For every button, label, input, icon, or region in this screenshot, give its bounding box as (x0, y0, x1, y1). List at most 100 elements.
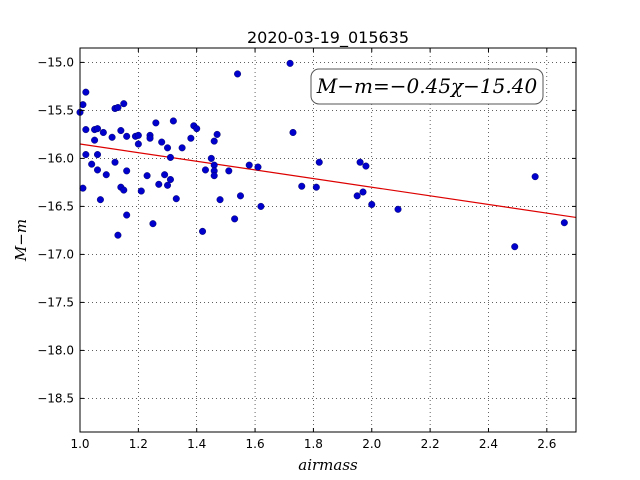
data-point (231, 215, 239, 223)
data-point (120, 186, 128, 194)
fit-annotation-box (310, 68, 544, 105)
x-tick-label: 2.6 (537, 437, 556, 451)
data-point (207, 154, 215, 162)
data-point (511, 243, 519, 251)
data-point (120, 100, 128, 108)
y-tick-label: −16.0 (37, 151, 74, 165)
data-point (178, 144, 186, 152)
data-point (394, 205, 402, 213)
y-tick-label: −15.0 (37, 55, 74, 69)
data-point (201, 166, 209, 174)
data-point (164, 144, 172, 152)
data-point (102, 171, 110, 179)
data-point (199, 227, 207, 235)
fit-line-layer (79, 143, 577, 219)
y-tick-label: −16.5 (37, 199, 74, 213)
data-point (368, 200, 376, 208)
fit-line (79, 143, 577, 219)
data-points (76, 59, 568, 251)
data-point (286, 59, 294, 67)
chart-title: 2020-03-19_015635 (247, 28, 409, 48)
x-tick-label: 1.2 (129, 437, 148, 451)
data-point (96, 196, 104, 204)
data-point (362, 162, 370, 170)
axis-ticks: 1.0 1.2 1.4 1.6 1.8 2.0 2.2 2.4 2.6 −15.0 −15.5 −16… (37, 48, 576, 451)
x-tick-label: 1.6 (246, 437, 265, 451)
data-point (353, 192, 361, 200)
data-point (94, 166, 102, 174)
data-point (123, 211, 131, 219)
data-point (166, 153, 174, 161)
data-point (82, 88, 90, 96)
data-point (111, 158, 119, 166)
data-point (114, 104, 122, 112)
y-tick-label: −18.5 (37, 391, 74, 405)
data-point (155, 180, 163, 188)
data-point (257, 202, 265, 210)
data-point (88, 160, 96, 168)
data-point (134, 140, 142, 148)
data-point (123, 167, 131, 175)
data-point (114, 231, 122, 239)
y-tick-label: −15.5 (37, 103, 74, 117)
data-point (143, 172, 151, 180)
data-point (531, 173, 539, 181)
data-point (225, 167, 233, 175)
data-point (123, 132, 131, 140)
x-tick-label: 2.2 (421, 437, 440, 451)
data-point (216, 196, 224, 204)
y-tick-label: −17.0 (37, 247, 74, 261)
data-point (82, 126, 90, 134)
data-point (187, 134, 195, 142)
data-point (172, 195, 180, 203)
data-point (193, 125, 201, 133)
fit-annotation: M−m=−0.45χ−15.40 (310, 68, 544, 105)
x-axis-label: airmass (298, 456, 358, 474)
data-point (99, 128, 107, 136)
data-point (137, 187, 145, 195)
data-point (245, 161, 253, 169)
data-point (169, 117, 177, 125)
data-point (560, 219, 568, 227)
x-tick-label: 1.4 (187, 437, 206, 451)
y-tick-label: −18.0 (37, 343, 74, 357)
x-tick-label: 1.8 (304, 437, 323, 451)
data-point (79, 184, 87, 192)
data-point (158, 138, 166, 146)
data-point (91, 136, 99, 144)
data-point (298, 182, 306, 190)
x-tick-label: 2.4 (479, 437, 498, 451)
data-point (236, 192, 244, 200)
data-point (117, 127, 125, 135)
data-point (315, 158, 323, 166)
data-point (108, 133, 116, 141)
data-point (210, 172, 218, 180)
data-point (234, 70, 242, 78)
data-point (134, 131, 142, 139)
data-point (94, 125, 102, 133)
y-axis-label: M−m (12, 219, 30, 262)
fit-annotation-text: M−m=−0.45χ−15.40 (316, 74, 538, 98)
data-point (312, 183, 320, 191)
data-point (82, 151, 90, 159)
data-point (161, 171, 169, 179)
data-point (210, 137, 218, 145)
data-point (152, 119, 160, 127)
data-point (146, 134, 154, 142)
data-point (94, 151, 102, 159)
data-point (356, 158, 364, 166)
plot-frame (79, 47, 577, 433)
data-point (164, 181, 172, 189)
data-point (166, 176, 174, 184)
grid (79, 48, 576, 432)
data-point (213, 130, 221, 138)
data-point (79, 101, 87, 109)
y-tick-label: −17.5 (37, 295, 74, 309)
data-point (359, 188, 367, 196)
data-point (254, 163, 262, 171)
data-point (149, 220, 157, 228)
x-tick-label: 1.0 (70, 437, 89, 451)
x-tick-label: 2.0 (362, 437, 381, 451)
